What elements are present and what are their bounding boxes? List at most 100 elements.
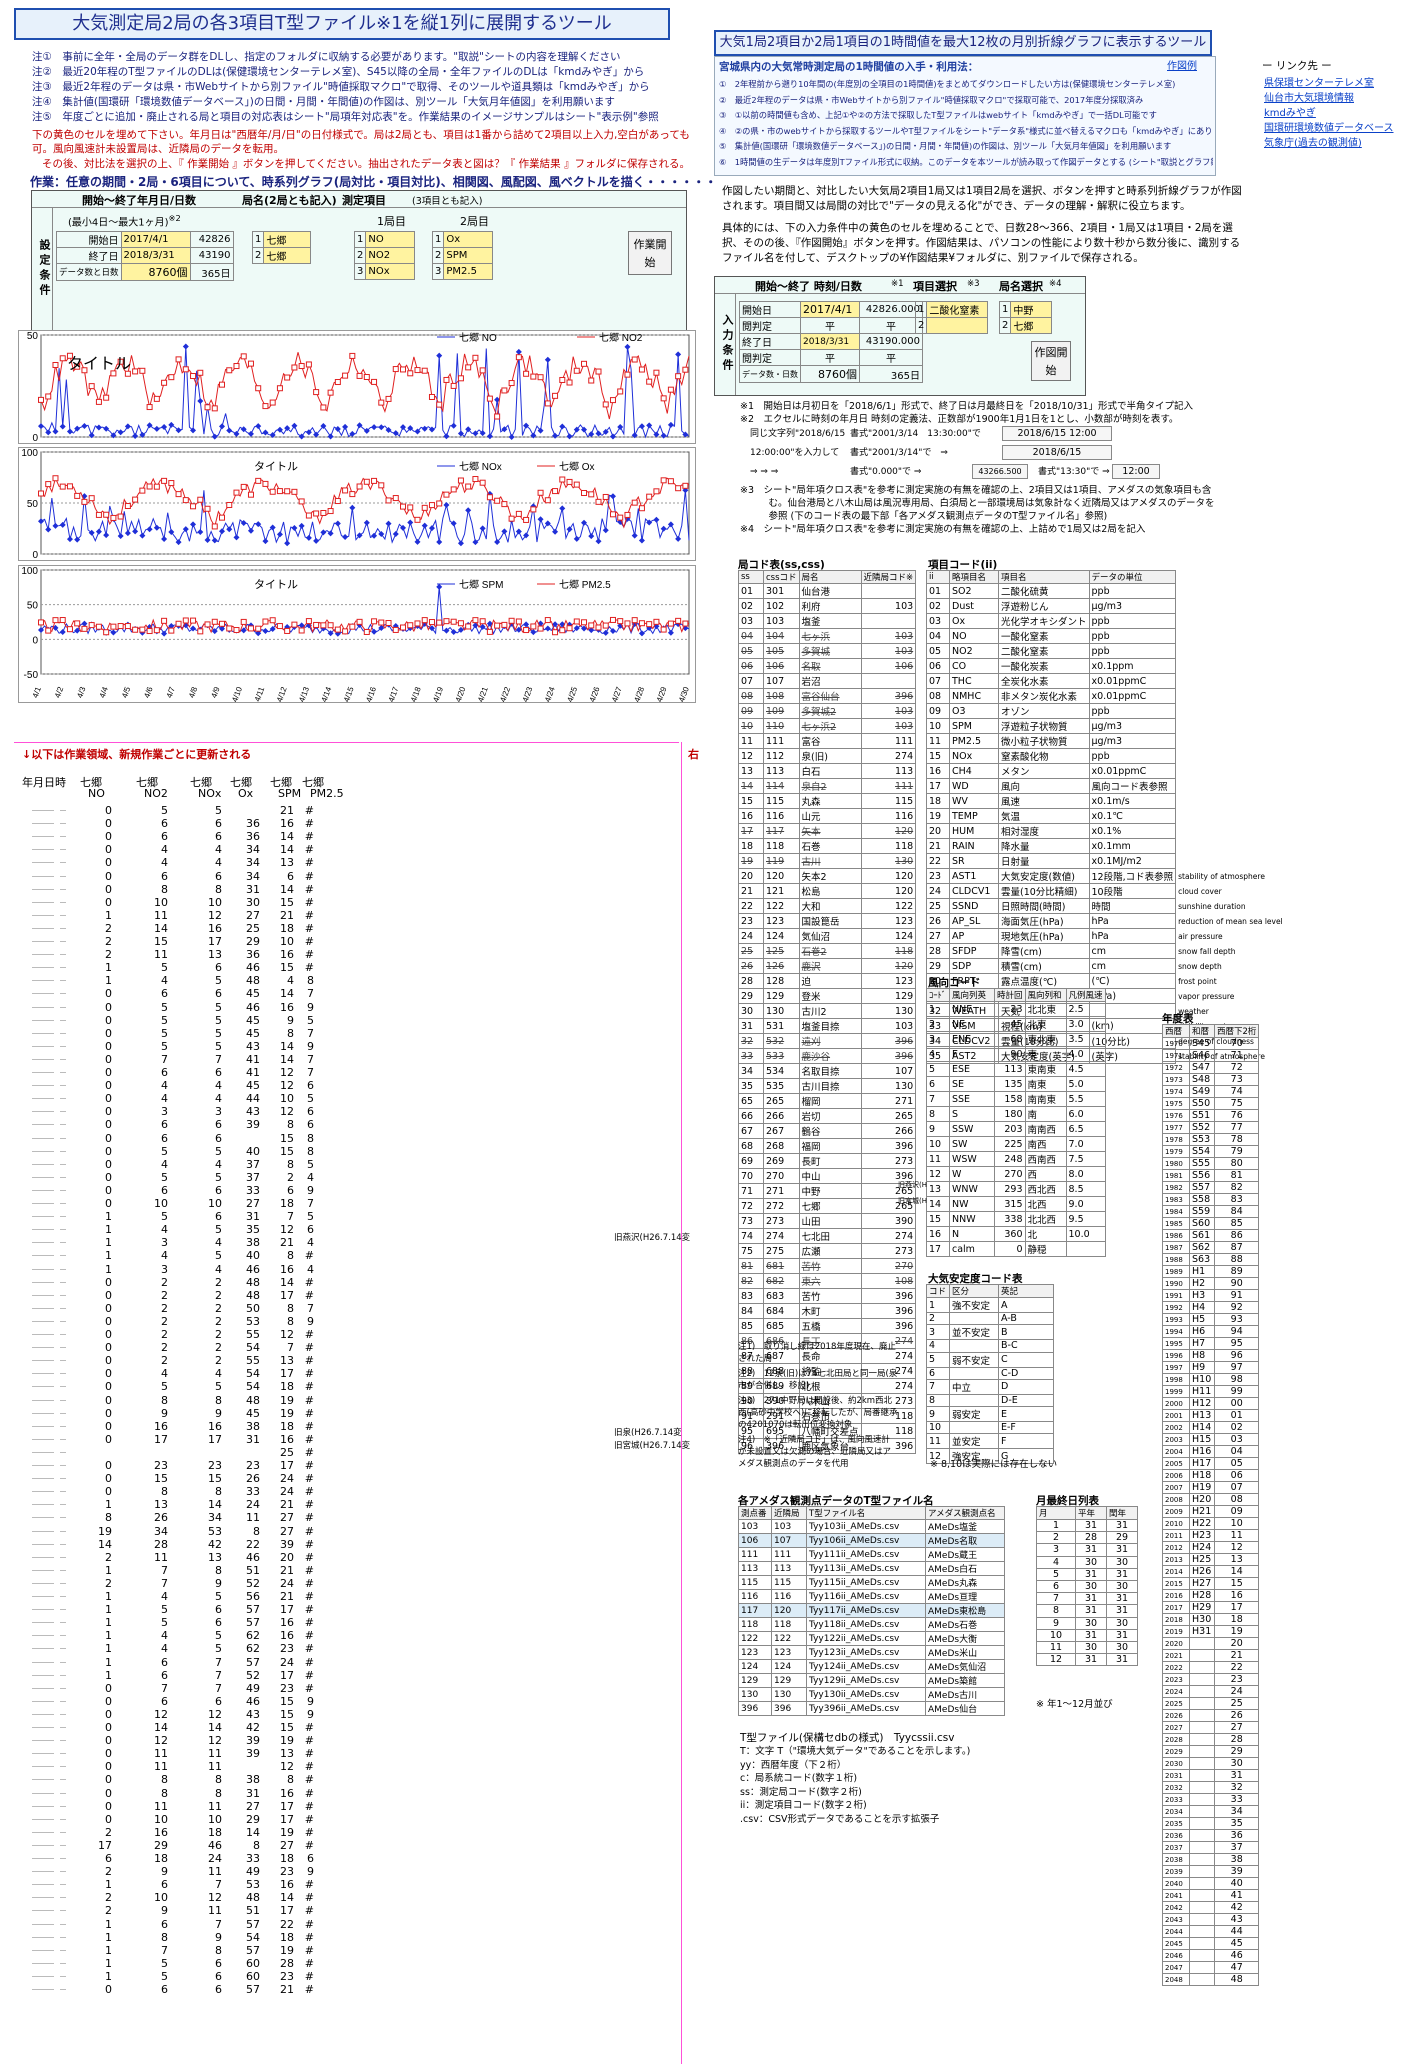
input-item1[interactable]: 二酸化窒素 bbox=[926, 301, 989, 318]
data-cell: # bbox=[304, 830, 314, 844]
data-cell: # bbox=[304, 1930, 314, 1944]
table-cell: 1982 bbox=[1162, 1181, 1190, 1194]
table-cell: 396 bbox=[860, 1318, 917, 1334]
tfile-title: T型ファイル(保構セdbの様式) Tyycssii.csv bbox=[740, 1732, 955, 1744]
item-name-input[interactable]: NO bbox=[365, 231, 416, 248]
table-cell: Tyy122ii_AMeDs.csv bbox=[806, 1631, 926, 1646]
table-row: 111 111 Tyy111ii_AMeDs.csv AMeDs蔵王 bbox=[738, 1547, 1005, 1562]
data-cell: 11 bbox=[208, 1747, 222, 1761]
table-cell: 国設箟岳 bbox=[798, 913, 862, 929]
table-cell: 126 bbox=[763, 958, 800, 974]
table-row: 11 PM2.5 微小粒子状物質 μg/m3 bbox=[926, 733, 1291, 749]
item-name-input[interactable]: NO2 bbox=[365, 247, 416, 264]
table-cell: H26 bbox=[1189, 1565, 1215, 1578]
item-name-input[interactable]: SPM bbox=[443, 247, 494, 264]
series-marker bbox=[298, 522, 305, 529]
table-cell bbox=[1189, 1925, 1215, 1938]
table-cell: 石巻2 bbox=[798, 943, 862, 959]
row-date-stub bbox=[32, 1556, 54, 1558]
data-cell: # bbox=[304, 882, 314, 896]
input-start-date[interactable]: 2017/4/1 bbox=[800, 301, 860, 318]
item-name-input[interactable]: PM2.5 bbox=[443, 263, 494, 280]
x-tick-label: 4/29 bbox=[655, 685, 669, 702]
series-marker bbox=[262, 538, 269, 545]
data-cell: 1 bbox=[105, 1655, 112, 1669]
table-row: 67 267 鶴谷 266 bbox=[738, 1123, 917, 1139]
legend-label: 七郷 Ox bbox=[559, 461, 595, 473]
row-date-stub bbox=[32, 1596, 54, 1597]
data-cell: 15 bbox=[154, 1472, 168, 1486]
table-row: 90 390 八木山 273 bbox=[738, 1393, 917, 1409]
table-cell bbox=[1189, 1889, 1215, 1902]
series-marker bbox=[537, 374, 544, 381]
series-marker bbox=[609, 433, 616, 440]
y-tick-label: 0 bbox=[32, 433, 38, 443]
data-cell: 0 bbox=[105, 1105, 112, 1119]
series-marker bbox=[385, 497, 392, 504]
st2-name-input[interactable]: 七郷 bbox=[263, 247, 312, 264]
table-row: 02 Dust 浮遊粉じん μg/m3 bbox=[926, 598, 1291, 614]
link-item[interactable]: 県保環センターテレメ室 bbox=[1264, 78, 1374, 89]
input-st2[interactable]: 七郷 bbox=[1010, 317, 1053, 334]
data-cell: 8 bbox=[287, 1314, 294, 1328]
data-cell: # bbox=[304, 1367, 314, 1381]
input-item2[interactable] bbox=[926, 317, 989, 334]
start-work-button[interactable]: 作業開始 bbox=[628, 231, 672, 275]
end-date-input[interactable]: 2018/3/31 bbox=[120, 247, 191, 264]
item-name-input[interactable]: NOx bbox=[365, 263, 416, 280]
link-item[interactable]: 気象庁(過去の観測値) bbox=[1264, 138, 1362, 149]
row-date-stub bbox=[32, 1923, 54, 1925]
example-link[interactable]: 作図例 bbox=[1167, 61, 1197, 72]
table-cell: 274 bbox=[763, 1228, 800, 1244]
table-cell: 2048 bbox=[1162, 1973, 1190, 1986]
item-row: 1 NO bbox=[353, 231, 416, 248]
data-cell: # bbox=[304, 1406, 314, 1420]
table-cell: 106 bbox=[763, 658, 800, 674]
data-cell: 2 bbox=[105, 1865, 112, 1879]
table-row: 10 SW 225 南西 7.0 bbox=[926, 1136, 1106, 1152]
table-cell: H7 bbox=[1189, 1337, 1215, 1350]
table-cell: 35 bbox=[1213, 1817, 1260, 1830]
series-marker bbox=[660, 477, 667, 484]
row-date-stub bbox=[32, 1163, 54, 1165]
table-cell: Tyy103ii_AMeDs.csv bbox=[806, 1519, 926, 1534]
link-item[interactable]: 仙台市大気環境情報 bbox=[1264, 93, 1354, 104]
data-cell: 11 bbox=[154, 948, 168, 962]
table-cell: 30 bbox=[1106, 1640, 1138, 1655]
table-cell: 105 bbox=[763, 643, 800, 659]
item-name-input[interactable]: Ox bbox=[443, 231, 494, 248]
data-row: 0 4 4 45 12 6 bbox=[22, 1079, 342, 1092]
table-cell: 14 bbox=[926, 1196, 950, 1212]
data-cell: 8 bbox=[161, 882, 168, 896]
table-cell: 124 bbox=[860, 928, 917, 944]
row-time-stub bbox=[60, 1386, 66, 1388]
st1-name-input[interactable]: 七郷 bbox=[263, 231, 312, 248]
draw-start-button[interactable]: 作図開始 bbox=[1031, 341, 1071, 381]
data-cell: 14 bbox=[208, 1721, 222, 1734]
input-start-label: 開始日 bbox=[739, 301, 801, 318]
table-row: 1984 S59 84 bbox=[1162, 1205, 1260, 1218]
link-item[interactable]: kmdみやぎ bbox=[1264, 108, 1316, 119]
input-st1[interactable]: 中野 bbox=[1010, 301, 1053, 318]
input-end-date[interactable]: 2018/3/31 bbox=[800, 333, 860, 350]
data-row: 1 13 14 24 21 # bbox=[22, 1498, 342, 1511]
row-time-stub bbox=[60, 1622, 66, 1624]
table-row: 3 並不安定 B bbox=[926, 1324, 1054, 1341]
data-cell: 5 bbox=[215, 1380, 222, 1394]
data-cell: 2 bbox=[161, 1341, 168, 1355]
table-cell: 2043 bbox=[1162, 1913, 1190, 1926]
data-cell: 14 bbox=[280, 843, 294, 857]
series-marker bbox=[262, 429, 269, 436]
series-marker bbox=[175, 539, 182, 546]
start-date-input[interactable]: 2017/4/1 bbox=[120, 231, 191, 248]
series-marker bbox=[66, 483, 73, 490]
table-cell: 1975 bbox=[1162, 1097, 1190, 1110]
series-marker bbox=[544, 400, 551, 407]
link-item[interactable]: 国環研環境数値データベース bbox=[1264, 123, 1394, 134]
data-cell: 4 bbox=[307, 1262, 314, 1276]
data-cell: 26 bbox=[154, 1511, 168, 1525]
table-row: 29 SDP 積雪(cm) cm snow depth bbox=[926, 958, 1291, 974]
row-time-stub bbox=[60, 1451, 66, 1453]
data-cell: # bbox=[304, 1943, 314, 1957]
data-cell: # bbox=[304, 1956, 314, 1970]
